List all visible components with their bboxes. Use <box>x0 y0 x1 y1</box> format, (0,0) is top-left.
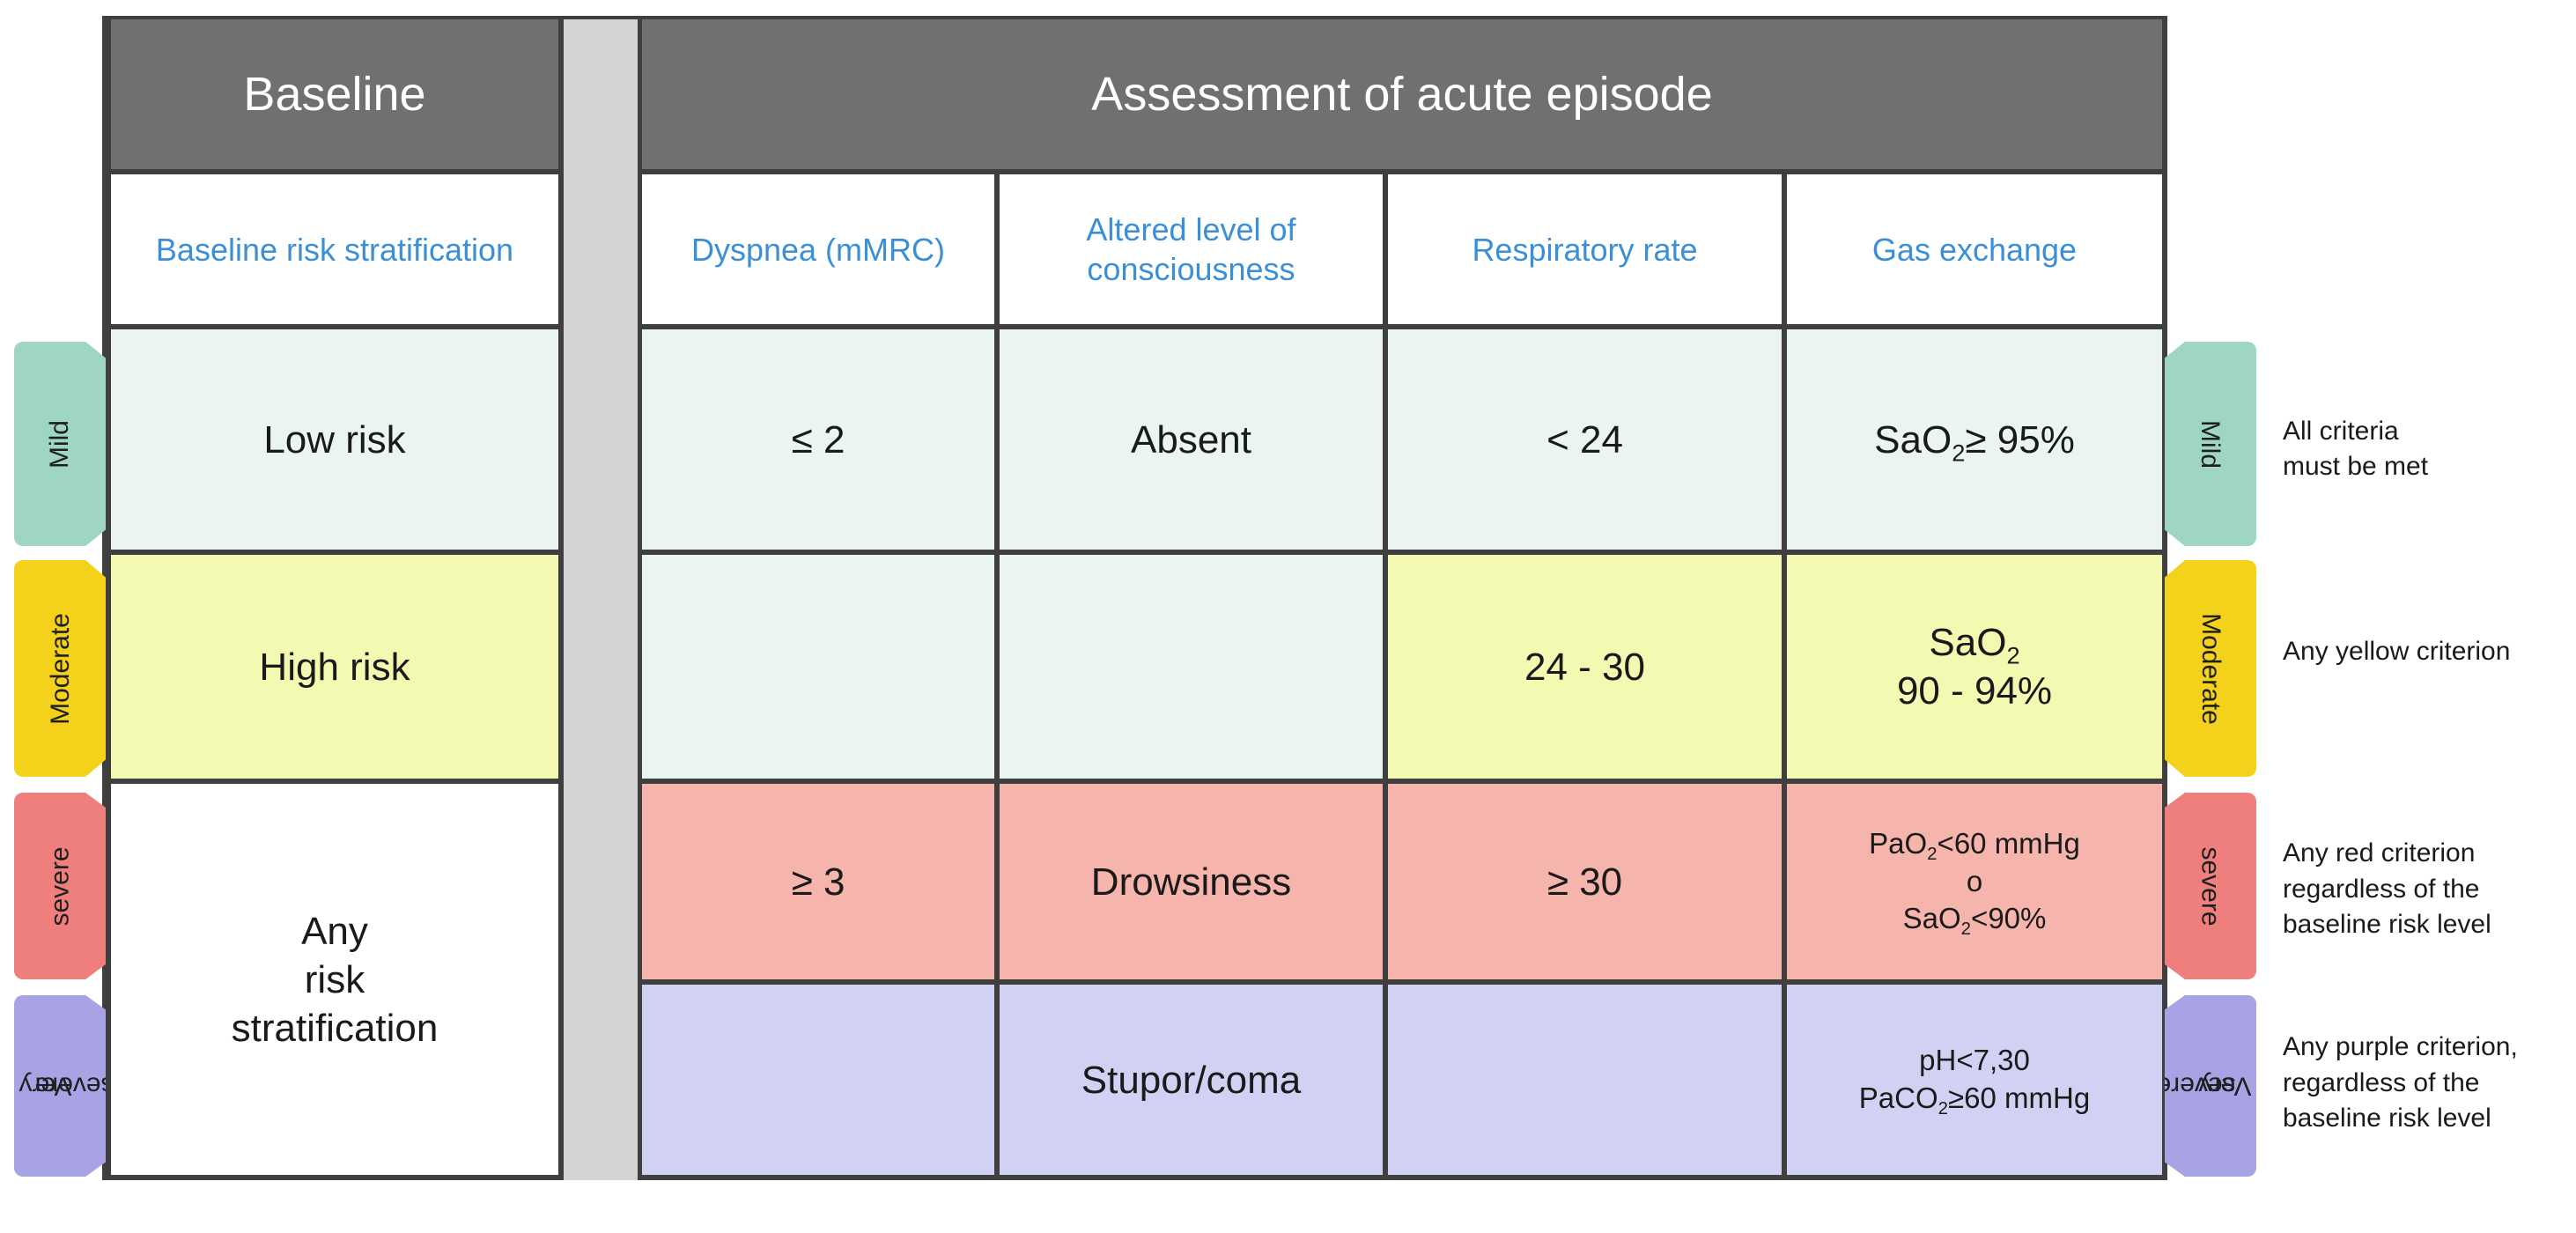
tab-left-moderate: Moderate <box>14 560 106 777</box>
tab-left-very-severe: Very severe <box>14 995 106 1177</box>
severe-consciousness-cell: Drowsiness <box>1000 784 1383 979</box>
tab-right-moderate: Moderate <box>2165 560 2256 777</box>
moderate-baseline-cell: High risk <box>111 555 558 779</box>
any-risk-cell: Any risk stratification <box>111 784 558 1175</box>
note-line: baseline risk level <box>2283 1104 2491 1133</box>
tab-right-severe: severe <box>2165 793 2256 979</box>
moderate-gas-exchange-line1: SaO2 <box>1929 618 2020 669</box>
note-line: regardless of the <box>2283 1067 2480 1097</box>
very-severe-respiratory-rate-cell <box>1388 985 1782 1175</box>
note-line: Any red criterion <box>2283 838 2476 868</box>
gas-text: SaO <box>1902 902 1961 935</box>
any-risk-line1: Any <box>301 909 368 953</box>
gas-text: ≥60 mmHg <box>1948 1082 2091 1114</box>
tab-label: severe <box>2196 845 2225 927</box>
gas-subscript: 2 <box>1952 439 1966 467</box>
note-line: regardless of the <box>2283 874 2480 904</box>
column-header-dyspnea: Dyspnea (mMRC) <box>642 174 994 324</box>
tab-label: Very severe <box>18 1046 106 1126</box>
note-mild: All criteria must be met <box>2283 388 2565 511</box>
gas-subscript: 2 <box>2006 641 2020 669</box>
gas-text: ≥ 95% <box>1965 417 2075 461</box>
mild-dyspnea-cell: ≤ 2 <box>642 329 994 550</box>
tab-left-severe: severe <box>14 793 106 979</box>
gas-subscript: 2 <box>1960 919 1972 940</box>
tab-label: Moderate <box>45 612 75 725</box>
gas-text: SaO <box>1874 417 1952 461</box>
note-severe: Any red criterion regardless of the baseli… <box>2283 828 2565 951</box>
severe-dyspnea-cell: ≥ 3 <box>642 784 994 979</box>
mild-gas-exchange-text: SaO2≥ 95% <box>1874 416 2075 467</box>
note-line: Any yellow criterion <box>2283 636 2511 666</box>
note-very-severe: Any purple criterion, regardless of the ba… <box>2283 1022 2565 1145</box>
severe-gas-line3: SaO2<90% <box>1903 900 2047 938</box>
moderate-consciousness-cell <box>1000 555 1383 779</box>
gas-text: <60 mmHg <box>1937 826 2080 860</box>
tab-right-mild: Mild <box>2165 342 2256 546</box>
severe-gas-line1: PaO2<60 mmHg <box>1869 825 2080 863</box>
note-line: must be met <box>2283 452 2429 481</box>
moderate-gas-exchange-line2: 90 - 94% <box>1896 669 2053 712</box>
any-risk-line3: stratification <box>231 1006 439 1050</box>
gas-subscript: 2 <box>1927 843 1938 864</box>
severe-gas-exchange-cell: PaO2<60 mmHg o SaO2<90% <box>1787 784 2162 979</box>
note-line: baseline risk level <box>2283 910 2491 940</box>
any-risk-line2: risk <box>304 957 365 1001</box>
mild-gas-exchange-cell: SaO2≥ 95% <box>1787 329 2162 550</box>
mild-consciousness-cell: Absent <box>1000 329 1383 550</box>
note-moderate: Any yellow criterion <box>2283 616 2565 687</box>
tab-label: severe <box>45 845 75 927</box>
severe-gas-line2: o <box>1966 864 1983 897</box>
very-severe-consciousness-cell: Stupor/coma <box>1000 985 1383 1175</box>
column-header-respiratory-rate: Respiratory rate <box>1388 174 1782 324</box>
very-severe-dyspnea-cell <box>642 985 994 1175</box>
mild-baseline-cell: Low risk <box>111 329 558 550</box>
tab-label: Mild <box>45 419 75 469</box>
very-severe-gas-line2: PaCO2≥60 mmHg <box>1859 1080 2090 1118</box>
gas-text: PaO <box>1869 826 1928 860</box>
tab-label: Very severe <box>2165 1046 2252 1126</box>
note-line: Any purple criterion, <box>2283 1032 2518 1062</box>
tab-left-mild: Mild <box>14 342 106 546</box>
tab-right-very-severe: Very severe <box>2165 995 2256 1177</box>
baseline-header: Baseline <box>111 19 558 169</box>
tab-label: Moderate <box>2196 612 2225 725</box>
note-line: All criteria <box>2283 416 2399 446</box>
severe-respiratory-rate-cell: ≥ 30 <box>1388 784 1782 979</box>
very-severe-gas-line1: pH<7,30 <box>1919 1044 2030 1077</box>
gas-text: PaCO <box>1858 1082 1938 1114</box>
gas-text: <90% <box>1971 902 2047 935</box>
assessment-header: Assessment of acute episode <box>642 19 2162 169</box>
moderate-dyspnea-cell <box>642 555 994 779</box>
moderate-gas-exchange-cell: SaO2 90 - 94% <box>1787 555 2162 779</box>
column-header-consciousness: Altered level of consciousness <box>1000 174 1383 324</box>
mild-respiratory-rate-cell: < 24 <box>1388 329 1782 550</box>
column-header-baseline-risk: Baseline risk stratification <box>111 174 558 324</box>
moderate-respiratory-rate-cell: 24 - 30 <box>1388 555 1782 779</box>
tab-label-line2: severe <box>2156 1071 2236 1101</box>
very-severe-gas-exchange-cell: pH<7,30 PaCO2≥60 mmHg <box>1787 985 2162 1175</box>
gas-text: SaO <box>1929 621 2007 664</box>
gas-subscript: 2 <box>1938 1098 1949 1119</box>
column-header-gas-exchange: Gas exchange <box>1787 174 2162 324</box>
tab-label: Mild <box>2196 419 2225 469</box>
column-separator <box>564 19 638 1180</box>
tab-label-line2: severe <box>34 1071 114 1101</box>
